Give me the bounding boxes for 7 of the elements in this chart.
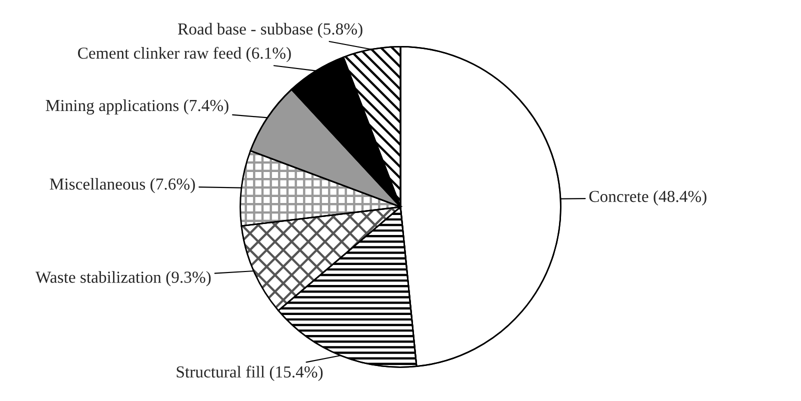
slice-label: Road base - subbase (5.8%) <box>178 22 362 38</box>
slice-label: Cement clinker raw feed (6.1%) <box>78 46 291 62</box>
slice-label: Mining applications (7.4%) <box>46 99 228 115</box>
slice-label: Concrete (48.4%) <box>589 190 706 206</box>
slice-label: Structural fill (15.4%) <box>176 366 323 381</box>
slice-label: Miscellaneous (7.6%) <box>50 178 195 194</box>
slice-label: Waste stabilization (9.3%) <box>35 271 211 286</box>
